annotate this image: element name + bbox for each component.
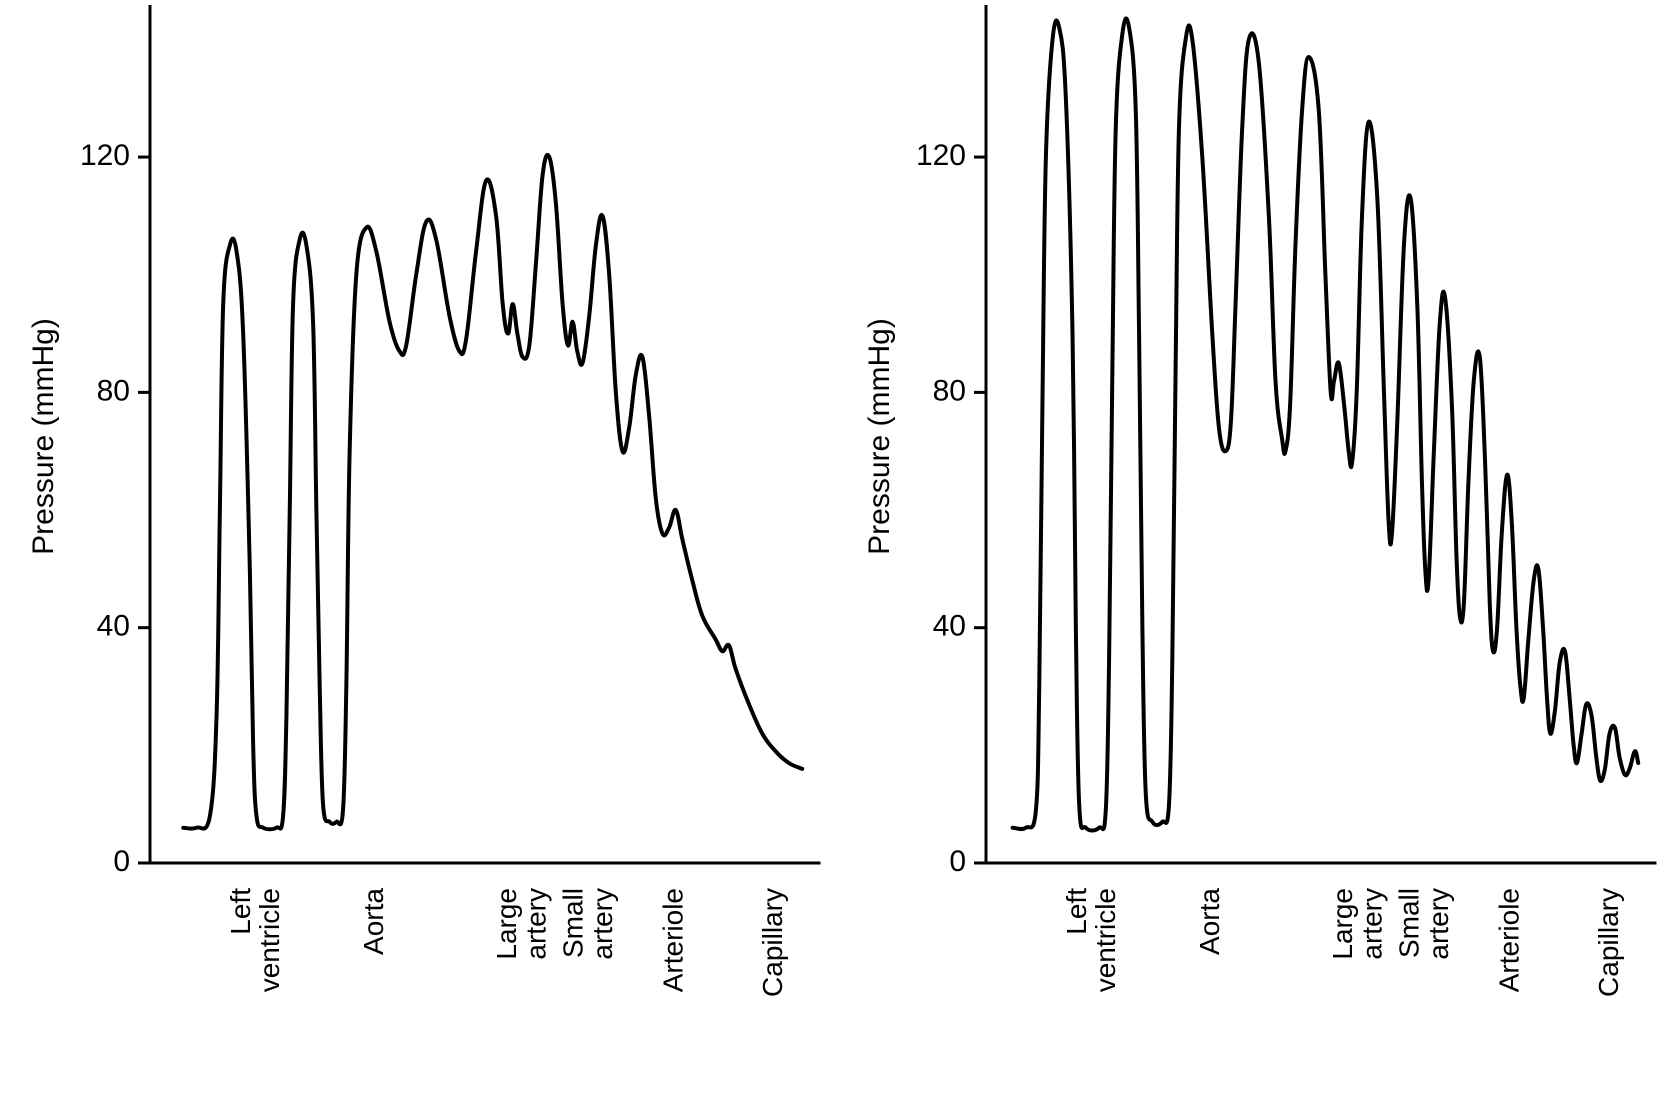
- x-category-text: Aorta: [1193, 888, 1224, 955]
- y-tick-label: 120: [80, 139, 130, 172]
- x-category-label: Largeartery: [491, 888, 551, 960]
- right-chart-svg: 04080120Pressure (mmHg)LeftventricleAort…: [836, 0, 1671, 1093]
- x-category-text: Arteriole: [657, 888, 688, 992]
- figure-wrap: 04080120Pressure (mmHg)LeftventricleAort…: [0, 0, 1671, 1093]
- x-category-label: Largeartery: [1327, 888, 1387, 960]
- y-tick-label: 40: [932, 610, 965, 643]
- x-category-text: Arteriole: [1493, 888, 1524, 992]
- y-tick-label: 40: [97, 610, 130, 643]
- x-category-label: Capillary: [1593, 888, 1624, 997]
- x-category-text: Aorta: [358, 888, 389, 955]
- x-category-label: Arteriole: [1493, 888, 1524, 992]
- y-tick-label: 80: [97, 374, 130, 407]
- x-category-text: Capillary: [757, 888, 788, 997]
- x-category-label: Aorta: [1193, 888, 1224, 955]
- x-category-label: Aorta: [358, 888, 389, 955]
- y-axis-label: Pressure (mmHg): [862, 318, 895, 555]
- y-axis-label: Pressure (mmHg): [27, 318, 60, 555]
- x-category-text: Largeartery: [1327, 888, 1387, 960]
- x-category-label: Smallartery: [1393, 888, 1453, 960]
- left-panel: 04080120Pressure (mmHg)LeftventricleAort…: [0, 0, 836, 1093]
- x-category-text: Largeartery: [491, 888, 551, 960]
- y-tick-label: 80: [932, 374, 965, 407]
- x-category-label: Arteriole: [657, 888, 688, 992]
- x-category-text: Smallartery: [1393, 888, 1453, 960]
- left-chart-svg: 04080120Pressure (mmHg)LeftventricleAort…: [0, 0, 836, 1093]
- y-tick-label: 120: [915, 139, 965, 172]
- y-tick-label: 0: [949, 845, 966, 878]
- x-category-label: Smallartery: [558, 888, 618, 960]
- x-category-text: Smallartery: [558, 888, 618, 960]
- x-category-text: Capillary: [1593, 888, 1624, 997]
- right-panel: 04080120Pressure (mmHg)LeftventricleAort…: [836, 0, 1671, 1093]
- y-tick-label: 0: [113, 845, 130, 878]
- x-category-label: Capillary: [757, 888, 788, 997]
